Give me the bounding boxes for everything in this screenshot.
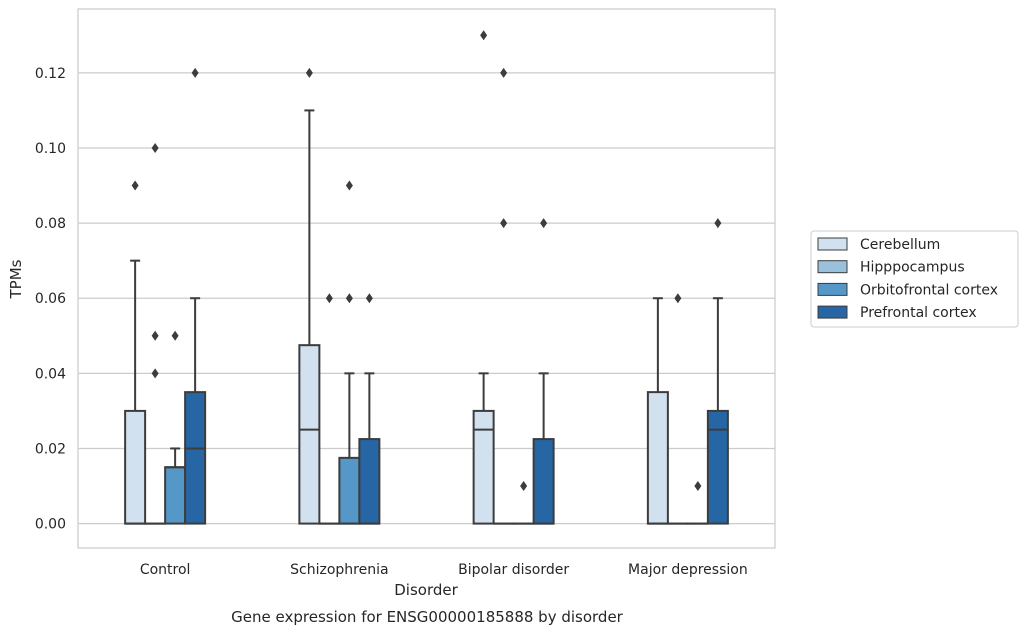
box-body (338, 456, 361, 525)
box-body (298, 344, 321, 525)
box-0-0 (124, 180, 147, 525)
box-body (646, 391, 669, 525)
outlier-point (674, 293, 682, 304)
grid-lines (78, 72, 775, 525)
y-tick-label: 0.10 (35, 141, 66, 157)
y-tick-label: 0.04 (35, 366, 66, 382)
box-2-3 (686, 481, 709, 525)
outlier-point (131, 180, 139, 191)
legend-swatch (817, 305, 848, 319)
box-body (184, 391, 207, 525)
legend-label: Prefrontal cortex (860, 305, 977, 321)
outlier-point (714, 218, 722, 229)
legend: Cerebellum Hipppocampus Orbitofrontal cort… (810, 230, 1019, 328)
box-1-2 (492, 67, 515, 525)
box-body (532, 438, 555, 525)
legend-swatch (817, 237, 848, 251)
x-tick-label: Major depression (628, 562, 748, 578)
y-tick-label: 0.06 (35, 291, 66, 307)
box-body (164, 466, 187, 525)
outlier-point (151, 330, 159, 341)
plot-frame (77, 8, 776, 549)
outlier-point (365, 293, 373, 304)
box-body (358, 438, 381, 525)
x-tick-label: Schizophrenia (290, 562, 388, 578)
outlier-point (520, 481, 528, 492)
outlier-point (540, 218, 548, 229)
outlier-point (480, 30, 488, 41)
outlier-point (191, 67, 199, 78)
box-1-0 (144, 142, 167, 525)
legend-swatch (817, 282, 848, 296)
legend-frame (810, 230, 1019, 328)
box-2-2 (512, 481, 535, 525)
box-1-3 (666, 293, 689, 525)
outlier-point (500, 218, 508, 229)
box-3-0 (184, 67, 207, 525)
y-axis-ticks: 0.00 0.02 0.04 0.06 0.08 0.10 0.12 (35, 66, 66, 533)
outlier-point (305, 67, 313, 78)
outlier-point (151, 142, 159, 153)
legend-swatch (817, 260, 848, 274)
y-tick-label: 0.02 (35, 441, 66, 457)
outlier-point (694, 481, 702, 492)
box-3-1 (358, 293, 381, 525)
box-body (124, 409, 147, 525)
box-body (472, 409, 495, 525)
y-tick-label: 0.12 (35, 66, 66, 82)
chart-caption: Gene expression for ENSG00000185888 by d… (231, 608, 624, 626)
box-3-2 (532, 218, 555, 525)
y-tick-label: 0.00 (35, 517, 66, 533)
box-2-0 (164, 330, 187, 525)
x-tick-label: Control (140, 562, 191, 578)
box-1-1 (318, 293, 341, 525)
outlier-point (500, 67, 508, 78)
outlier-point (151, 368, 159, 379)
legend-label: Orbitofrontal cortex (860, 282, 998, 298)
legend-label: Cerebellum (860, 237, 940, 253)
box-0-1 (298, 67, 321, 525)
y-axis-label: TPMs (7, 259, 25, 299)
x-tick-label: Bipolar disorder (458, 562, 569, 578)
box-3-3 (706, 218, 729, 525)
outlier-point (325, 293, 333, 304)
legend-label: Hipppocampus (860, 260, 965, 276)
outlier-point (171, 330, 179, 341)
box-2-1 (338, 180, 361, 525)
box-0-2 (472, 30, 495, 525)
box-body (706, 409, 729, 525)
y-tick-label: 0.08 (35, 216, 66, 232)
x-axis-ticks: Control Schizophrenia Bipolar disorder Majo… (140, 562, 748, 578)
x-axis-label: Disorder (394, 581, 458, 599)
outlier-point (345, 293, 353, 304)
box-0-3 (646, 297, 669, 525)
boxes (124, 30, 729, 525)
outlier-point (345, 180, 353, 191)
